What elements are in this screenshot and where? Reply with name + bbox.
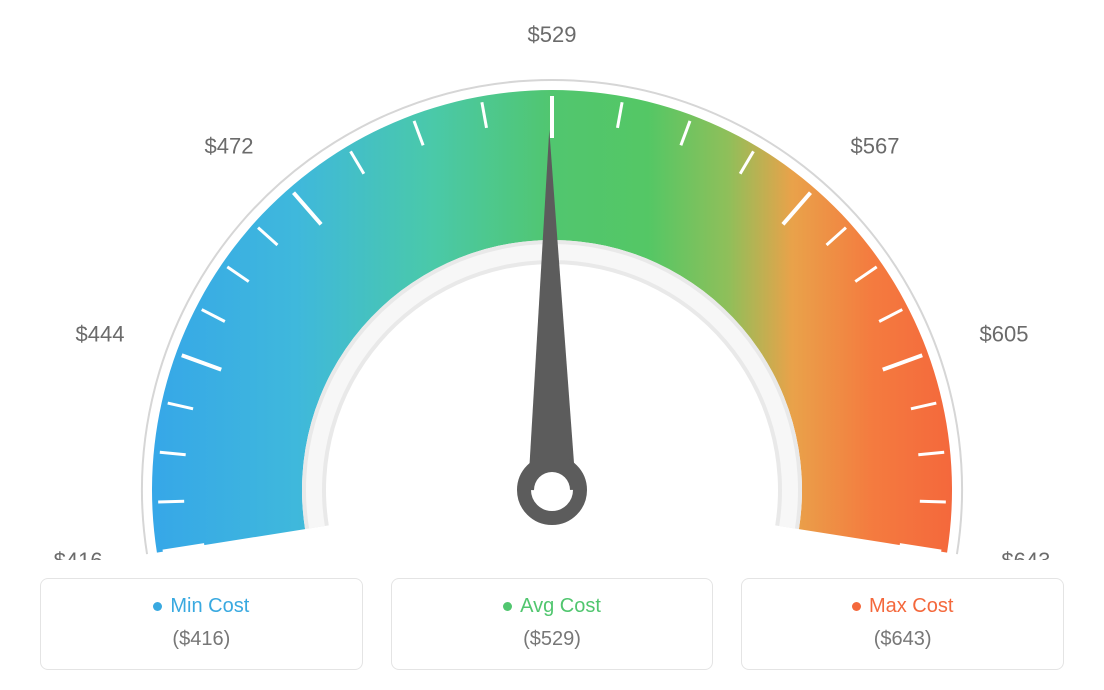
tick: [920, 501, 946, 502]
tick-label: $567: [851, 134, 900, 159]
legend-value-min: ($416): [51, 628, 352, 651]
gauge-svg: $416 $444 $472 $529 $567 $605 $643: [0, 0, 1104, 560]
tick-label: $472: [205, 134, 254, 159]
legend-value-max: ($643): [752, 628, 1053, 651]
legend-value-avg: ($529): [402, 628, 703, 651]
legend-title-min: Min Cost: [153, 595, 249, 618]
tick: [158, 501, 184, 502]
legend-title-max: Max Cost: [852, 595, 953, 618]
needle-hub-hole: [534, 472, 570, 508]
legend-card-min: Min Cost ($416): [40, 578, 363, 670]
legend-card-max: Max Cost ($643): [741, 578, 1064, 670]
dot-icon: [153, 602, 162, 611]
tick-label: $643: [1001, 548, 1050, 560]
tick-label: $416: [54, 548, 103, 560]
dot-icon: [852, 602, 861, 611]
legend-title-label: Max Cost: [869, 595, 953, 618]
tick-label: $529: [528, 22, 577, 47]
tick-label: $605: [980, 321, 1029, 346]
gauge-area: $416 $444 $472 $529 $567 $605 $643: [0, 0, 1104, 560]
dot-icon: [503, 602, 512, 611]
tick-label: $444: [75, 321, 124, 346]
legend-row: Min Cost ($416) Avg Cost ($529) Max Cost…: [40, 578, 1064, 670]
legend-card-avg: Avg Cost ($529): [391, 578, 714, 670]
legend-title-label: Avg Cost: [520, 595, 601, 618]
legend-title-label: Min Cost: [170, 595, 249, 618]
legend-title-avg: Avg Cost: [503, 595, 601, 618]
cost-gauge-widget: $416 $444 $472 $529 $567 $605 $643 Min Cost ($…: [0, 0, 1104, 690]
